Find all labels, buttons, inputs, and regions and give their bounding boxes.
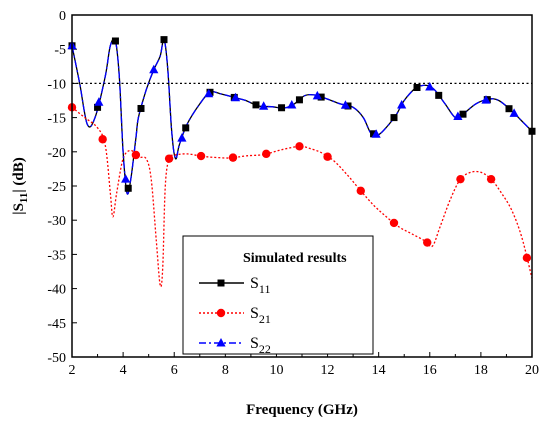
data-point-s11 [295,96,303,104]
data-point-s22 [177,133,187,142]
data-point-s21 [262,149,271,159]
y-tick-label: -50 [47,351,66,366]
data-point-s21 [456,174,465,184]
data-point-s22 [425,82,435,91]
data-point-s11 [459,110,467,118]
data-point-s21 [423,238,432,247]
y-tick-label: 0 [59,9,66,24]
data-point-s22 [121,174,131,183]
data-point-s11 [182,124,190,132]
data-point-s22 [259,101,269,110]
y-tick-label: -30 [47,214,66,229]
data-point-s22 [149,64,159,74]
data-point-s22 [481,95,491,104]
data-point-s22 [204,88,214,98]
y-tick-label: -10 [47,77,66,92]
x-tick-label: 4 [120,363,127,378]
x-tick-label: 6 [171,363,178,378]
data-point-s11 [124,184,132,192]
y-tick-label: -35 [47,248,66,263]
y-tick-label: -20 [47,146,66,161]
data-point-s22 [287,99,297,109]
data-point-s21 [131,150,141,160]
y-tick-label: -25 [47,180,66,195]
data-point-s21 [486,174,496,184]
data-point-s21 [389,218,399,228]
x-tick-label: 2 [69,363,76,378]
legend: Simulated results S11 S21 S22 [182,235,374,356]
data-point-s21 [164,154,174,163]
legend-label-s21: S21 [250,305,271,326]
data-point-s11 [370,130,378,138]
x-tick-label: 8 [222,363,229,378]
data-point-s11 [505,105,513,113]
legend-marker-s22 [216,338,226,347]
data-point-s11 [137,104,145,112]
legend-label-s11: S11 [250,275,270,296]
data-point-s21 [295,142,304,151]
x-tick-label: 10 [269,363,283,378]
data-point-s21 [522,253,532,263]
legend-marker-s11 [217,279,225,287]
data-point-s11 [252,101,260,109]
y-tick-label: -45 [47,317,66,332]
data-point-s22 [230,92,241,102]
plot-frame [71,14,533,358]
data-point-s22 [509,108,519,117]
data-point-s22 [453,111,463,120]
data-point-s22 [397,100,407,109]
data-point-s22 [94,97,104,106]
legend-label-s22: S22 [250,335,271,356]
legend-box [182,235,374,355]
data-point-s11 [278,104,286,112]
y-axis-label: |S11| (dB) [11,157,30,214]
data-point-s21 [323,152,332,161]
x-tick-label: 16 [423,363,437,378]
x-tick-label: 20 [525,363,539,378]
data-point-s11 [317,93,325,101]
data-point-s21 [356,186,365,195]
x-axis-label: Frequency (GHz) [246,402,358,418]
data-point-s11 [94,103,102,111]
data-point-s11 [111,37,119,45]
data-point-s21 [98,135,107,144]
x-tick-label: 18 [474,363,488,378]
data-point-s22 [371,129,381,138]
data-point-s21 [196,151,206,161]
y-tick-label: -15 [47,112,66,127]
data-point-s11 [390,114,398,122]
data-point-s11 [160,36,168,44]
data-point-s11 [435,91,443,99]
data-point-s11 [413,84,421,92]
data-point-s22 [340,100,351,109]
legend-title: Simulated results [243,251,347,266]
x-tick-label: 12 [321,363,335,378]
data-point-s22 [312,90,322,100]
legend-marker-s21 [216,308,226,318]
y-tick-label: -5 [54,43,66,58]
y-tick-label: -40 [47,283,66,298]
data-point-s21 [228,153,238,162]
x-tick-label: 14 [372,363,386,378]
